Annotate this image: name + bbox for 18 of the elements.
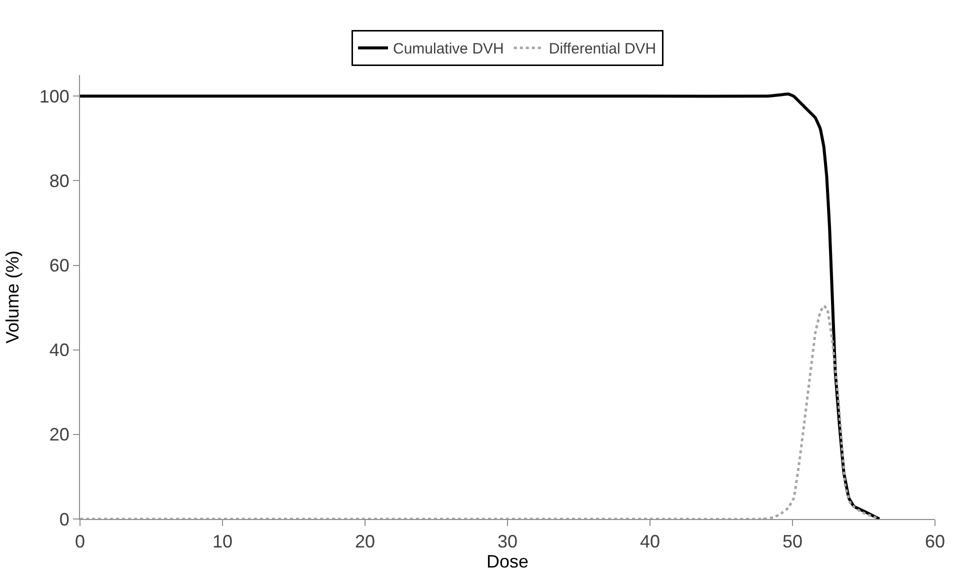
- x-tick-label: 60: [924, 532, 946, 552]
- y-tick-label: 100: [39, 86, 70, 106]
- y-tick-label: 40: [49, 340, 70, 360]
- y-tick-label: 0: [59, 509, 70, 530]
- legend-label: Differential DVH: [548, 40, 656, 58]
- x-tick-label: 10: [212, 532, 233, 552]
- x-tick-label: 40: [640, 532, 660, 552]
- y-tick-label: 60: [49, 256, 70, 276]
- y-tick-label: 80: [49, 171, 70, 192]
- x-tick-label: 50: [782, 532, 803, 552]
- x-tick-label: 30: [497, 532, 518, 552]
- y-tick-label: 20: [49, 424, 70, 445]
- line-series: [80, 92, 881, 519]
- x-tick-label: 20: [354, 532, 376, 552]
- legend-label: Cumulative DVH: [393, 40, 504, 58]
- x-tick-label: 0: [74, 532, 86, 552]
- y-axis-title: Volume (%): [2, 250, 23, 344]
- x-axis-title: Dose: [486, 552, 529, 572]
